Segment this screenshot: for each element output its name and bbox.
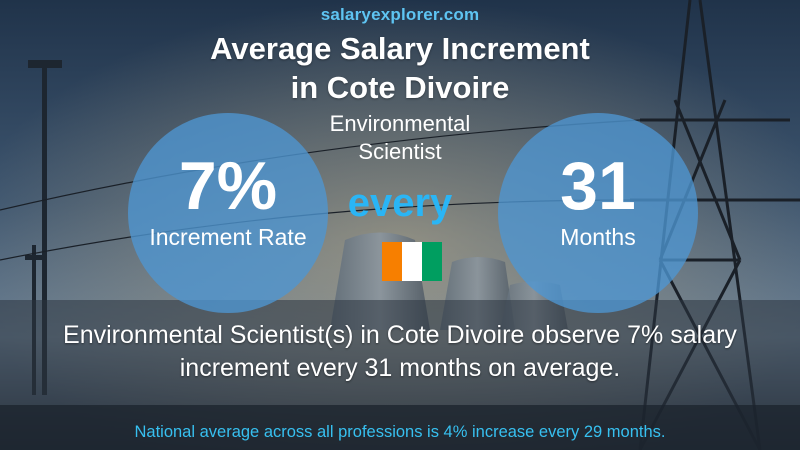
brand-part-explorer: explorer [371, 5, 439, 24]
increment-rate-label: Increment Rate [149, 224, 307, 250]
summary-line2: increment every 31 months on average. [179, 354, 621, 382]
increment-period-value: 31 [560, 148, 636, 224]
national-average-footnote: National average across all professions … [134, 423, 666, 441]
increment-period-circle: 31 Months [498, 113, 698, 313]
increment-rate-circle: 7% Increment Rate [128, 113, 328, 313]
page-title-line1: Average Salary Increment [210, 31, 590, 66]
every-connector: every [347, 181, 453, 225]
flag-stripe-white [402, 242, 422, 281]
cote-divoire-flag-icon [382, 242, 442, 281]
job-title-line1: Environmental [329, 111, 471, 136]
increment-period-label: Months [560, 224, 636, 250]
brand-logo[interactable]: salaryexplorer.com [0, 5, 800, 25]
increment-rate-value: 7% [178, 148, 278, 224]
brand-part-domain: .com [438, 5, 480, 24]
summary-line1: Environmental Scientist(s) in Cote Divoi… [63, 321, 737, 349]
page-title-line2: in Cote Divoire [290, 70, 510, 105]
brand-part-salary: salary [320, 5, 372, 24]
job-title-line2: Scientist [358, 139, 442, 164]
flag-stripe-green [422, 242, 442, 281]
flag-stripe-orange [382, 242, 402, 281]
